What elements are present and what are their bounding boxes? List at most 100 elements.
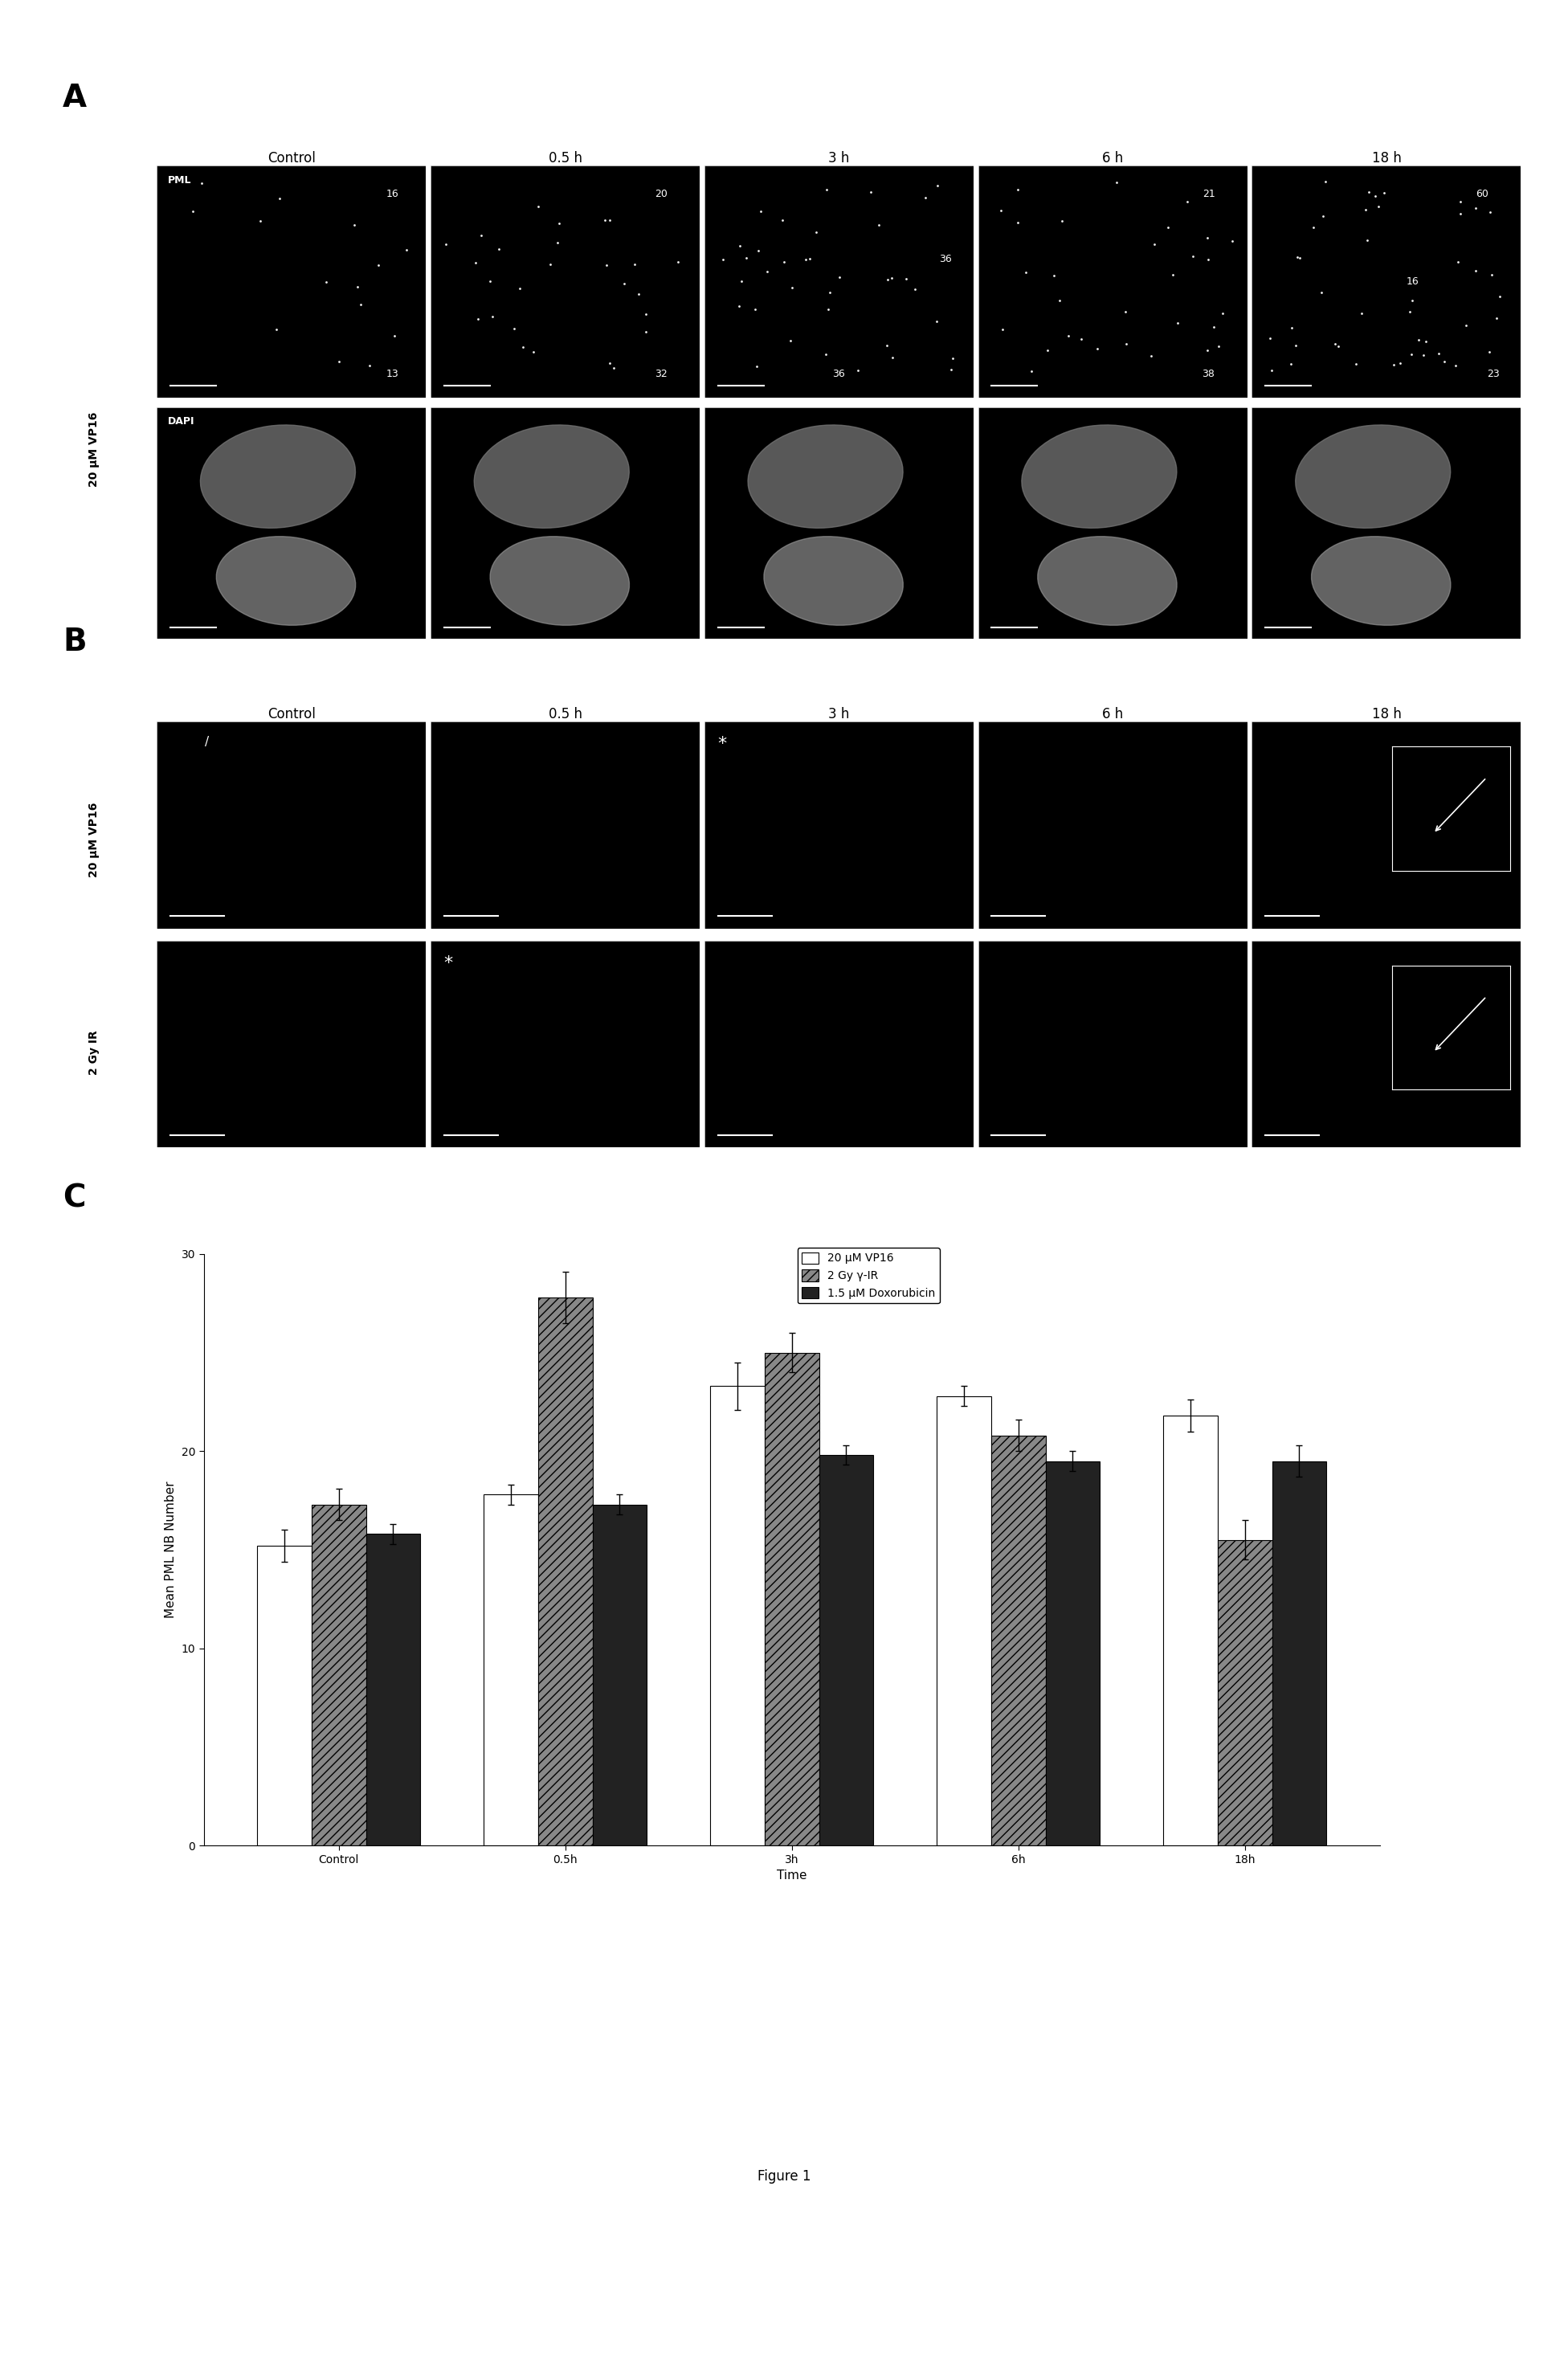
Point [779,270,804,308]
Point [1258,319,1283,357]
Title: 0.5 h: 0.5 h [549,151,582,166]
Text: A: A [63,83,86,114]
Point [1413,322,1438,360]
Point [989,310,1014,348]
Point [1279,308,1305,345]
Point [383,317,408,355]
Point [1353,192,1378,230]
Title: Control: Control [267,707,315,722]
Text: /: / [205,736,210,748]
Point [633,312,659,350]
Point [924,303,949,341]
Ellipse shape [748,426,903,528]
Point [1259,350,1284,388]
Point [394,232,419,270]
Title: 6 h: 6 h [1102,151,1123,166]
Point [726,286,751,324]
Point [1019,353,1044,390]
Point [267,180,292,218]
Point [612,265,637,303]
Point [345,267,370,305]
Point [546,225,571,263]
Point [745,348,770,386]
Point [180,192,205,230]
Bar [365,1533,420,1845]
Ellipse shape [201,426,356,528]
Point [1165,303,1190,341]
Point [525,187,550,225]
Title: 3 h: 3 h [828,707,850,722]
Point [502,310,527,348]
Point [314,263,339,300]
Text: 20: 20 [654,189,668,199]
Bar [710,1386,765,1845]
Point [1325,327,1350,364]
Point [988,192,1013,230]
Text: 21: 21 [1203,189,1215,199]
Bar [1218,1540,1272,1845]
Point [1142,225,1167,263]
Point [1312,163,1338,201]
Point [1366,187,1391,225]
Point [858,173,883,211]
Text: 36: 36 [833,369,845,379]
Ellipse shape [1311,537,1450,625]
Ellipse shape [491,537,629,625]
Ellipse shape [1022,426,1176,528]
Point [1432,343,1457,381]
Text: 16: 16 [386,189,398,199]
Point [1425,334,1450,371]
Point [866,206,891,244]
Point [1399,336,1424,374]
Text: 32: 32 [655,369,668,379]
Point [342,206,367,244]
Point [1486,277,1512,315]
Point [1397,293,1422,331]
Point [348,286,373,324]
Point [1356,173,1381,211]
Point [1055,317,1080,355]
X-axis label: Time: Time [776,1869,808,1881]
Point [938,350,963,388]
Text: PML: PML [168,175,191,185]
Point [817,274,842,312]
Point [1370,173,1396,211]
Point [1381,345,1406,383]
Point [878,258,903,296]
Point [594,246,619,284]
Point [1463,253,1488,291]
Point [1047,282,1073,319]
Ellipse shape [216,537,356,625]
Title: 18 h: 18 h [1372,707,1402,722]
Point [463,244,488,282]
Point [593,201,618,239]
Point [1406,322,1432,360]
Legend: 20 μM VP16, 2 Gy γ-IR, 1.5 μM Doxorubicin: 20 μM VP16, 2 Gy γ-IR, 1.5 μM Doxorubici… [798,1247,939,1304]
Point [1085,329,1110,367]
Point [1069,319,1094,357]
Point [433,225,458,263]
Point [477,263,502,300]
Point [248,201,273,239]
Point [1485,298,1510,336]
Point [814,336,839,374]
Bar [1163,1415,1218,1845]
Text: 38: 38 [1203,369,1215,379]
Point [1284,239,1309,277]
Point [1210,293,1236,331]
Point [1104,163,1129,201]
Point [1283,327,1308,364]
Text: 23: 23 [1486,369,1499,379]
Text: C: C [63,1183,86,1214]
Point [1363,177,1388,215]
Point [1454,305,1479,343]
Point [1309,274,1334,312]
Text: B: B [63,627,86,658]
Text: 13: 13 [386,369,398,379]
Point [466,300,491,338]
Point [1447,194,1472,232]
Point [1156,208,1181,246]
Point [1400,282,1425,319]
Title: 6 h: 6 h [1102,707,1123,722]
Bar [312,1505,365,1845]
